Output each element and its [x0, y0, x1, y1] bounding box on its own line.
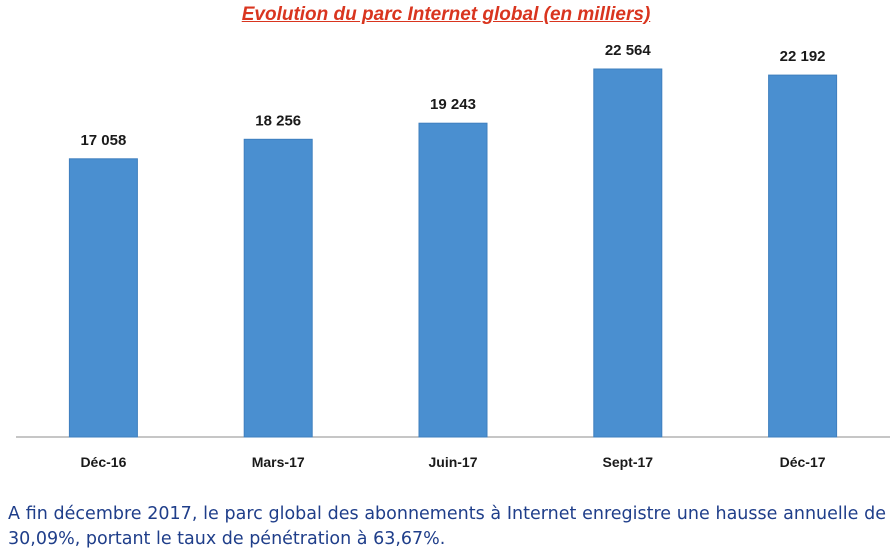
bar-2 — [418, 122, 488, 438]
bar-4 — [768, 74, 838, 438]
value-labels-group: 17 058 18 256 19 243 22 564 22 192 — [80, 42, 825, 149]
bar-chart: 17 058 18 256 19 243 22 564 22 192 Déc-16 Mar… — [16, 42, 890, 470]
bar-3 — [593, 68, 663, 438]
x-tick-label-4: Déc-17 — [780, 454, 826, 470]
x-tick-label-0: Déc-16 — [80, 454, 126, 470]
value-label-1: 18 256 — [255, 112, 301, 129]
x-tick-label-1: Mars-17 — [252, 454, 305, 470]
bar-0 — [68, 158, 138, 438]
x-tick-label-2: Juin-17 — [428, 454, 477, 470]
bars-group — [68, 68, 838, 438]
caption-text: A fin décembre 2017, le parc global des … — [8, 504, 886, 549]
value-label-0: 17 058 — [80, 132, 126, 149]
chart-title: Evolution du parc Internet global (en mi… — [241, 4, 651, 25]
value-label-3: 22 564 — [605, 42, 652, 59]
x-tick-labels-group: Déc-16 Mars-17 Juin-17 Sept-17 Déc-17 — [80, 454, 825, 470]
value-label-2: 19 243 — [430, 96, 476, 113]
x-tick-label-3: Sept-17 — [603, 454, 654, 470]
bar-1 — [243, 138, 313, 438]
value-label-4: 22 192 — [780, 48, 826, 65]
